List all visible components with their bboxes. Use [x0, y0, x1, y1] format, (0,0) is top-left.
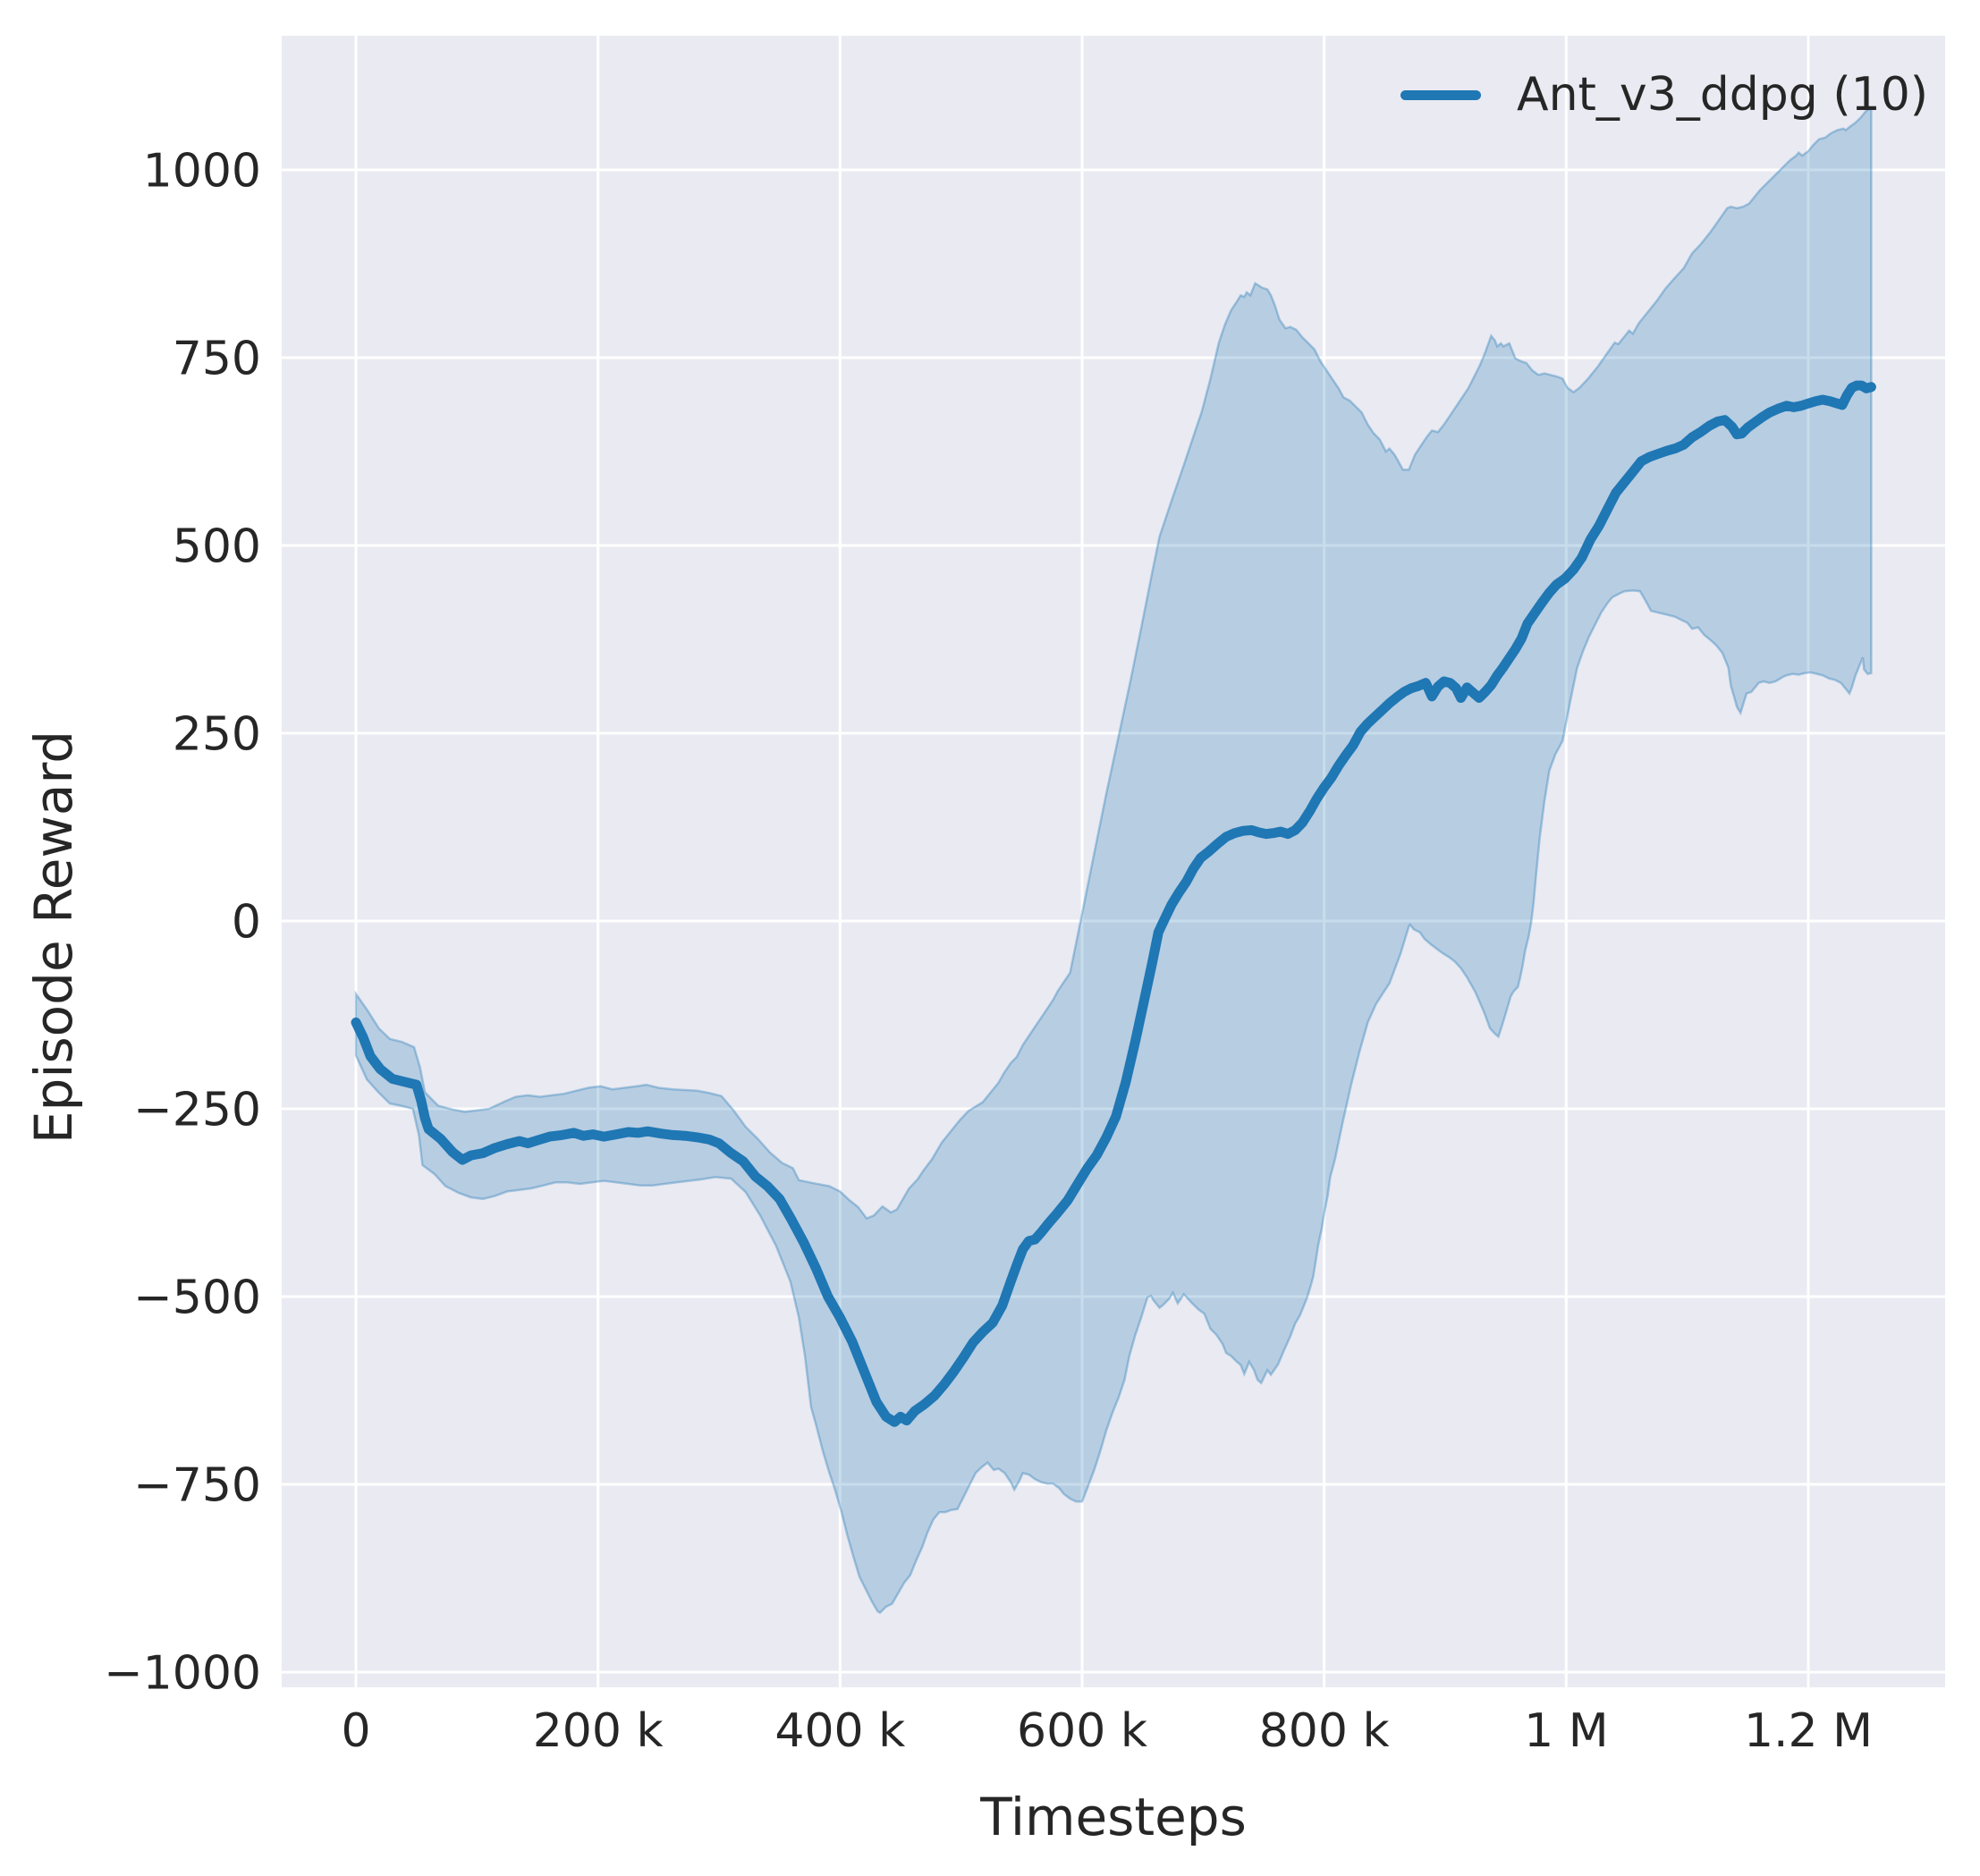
y-tick-label: −750 — [133, 1459, 261, 1513]
confidence-band — [354, 106, 1873, 1615]
legend-label: Ant_v3_ddpg (10) — [1517, 68, 1929, 122]
y-tick-label: 500 — [173, 520, 261, 574]
y-tick-label: 250 — [173, 708, 261, 762]
y-axis-label: Episode Reward — [23, 730, 84, 1145]
legend-line-swatch — [1400, 89, 1481, 100]
x-tick-label: 1 M — [1524, 1704, 1608, 1758]
x-tick-label: 800 k — [1259, 1704, 1390, 1758]
x-tick-label: 1.2 M — [1744, 1704, 1873, 1758]
x-tick-label: 400 k — [774, 1704, 905, 1758]
y-tick-label: −500 — [133, 1272, 261, 1325]
x-axis-label: Timesteps — [980, 1787, 1247, 1847]
x-tick-label: 600 k — [1017, 1704, 1147, 1758]
mean-reward-line — [351, 380, 1876, 1427]
y-tick-label: 750 — [173, 333, 261, 386]
y-tick-label: 0 — [232, 896, 261, 950]
x-tick-label: 0 — [341, 1704, 370, 1758]
y-tick-label: 1000 — [143, 145, 261, 199]
x-tick-label: 200 k — [533, 1704, 664, 1758]
y-tick-label: −1000 — [104, 1647, 261, 1701]
plot-background — [282, 36, 1945, 1687]
legend: Ant_v3_ddpg (10) — [1400, 68, 1928, 122]
y-tick-label: −250 — [133, 1084, 261, 1137]
